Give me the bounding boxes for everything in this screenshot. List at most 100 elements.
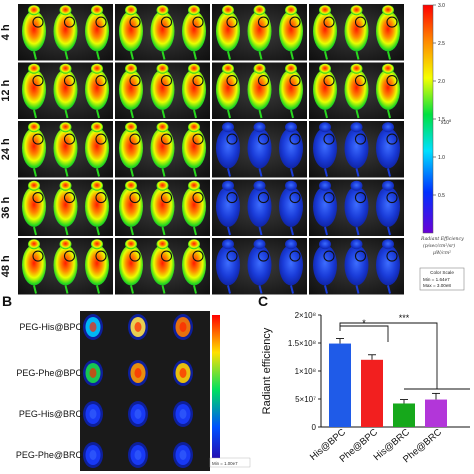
roi-circle — [192, 250, 204, 262]
panel-b-colorbar-min: Min = 1.00e7 — [212, 461, 238, 466]
mouse-image — [279, 239, 303, 294]
well-spot — [128, 360, 148, 386]
panel-c-chart: 0 5×10⁷ 1×10⁸ 1.5×10⁸ 2×10⁸ His@BPCPhe@BPCHi… — [261, 311, 470, 465]
roi-circle — [323, 133, 335, 145]
roi-circle — [257, 250, 270, 262]
well-spot — [173, 360, 193, 386]
mouse-image — [182, 239, 206, 294]
color-scale-max: Max = 3.00e8 — [423, 283, 451, 288]
roi-circle — [160, 133, 173, 145]
roi-circle — [32, 133, 44, 145]
panel-b-wells — [83, 314, 193, 468]
time-label: 48 h — [0, 255, 12, 277]
mouse-image — [85, 63, 109, 119]
mouse-image — [247, 180, 272, 236]
roi-circle — [95, 250, 107, 262]
mouse-image — [216, 122, 240, 177]
mouse-image — [279, 63, 303, 119]
roi-circle — [32, 75, 44, 87]
bar — [393, 403, 415, 427]
mouse-image — [313, 5, 337, 60]
panel-c-letter: C — [258, 293, 268, 309]
mouse-image — [376, 180, 400, 236]
mouse-image — [247, 239, 272, 294]
roi-circle — [129, 16, 141, 28]
roi-circle — [354, 133, 367, 145]
mouse-image — [53, 122, 78, 177]
roi-circle — [386, 192, 398, 204]
well-spot — [173, 442, 193, 468]
roi-circle — [386, 250, 398, 262]
time-label: 4 h — [0, 24, 12, 40]
mouse-image — [313, 239, 337, 294]
roi-circle — [354, 75, 367, 87]
y-axis-title: Radiant efficiency — [261, 327, 273, 414]
colorbar-tick-label: 1.5 — [438, 117, 445, 123]
significance-triple-star: *** — [399, 313, 410, 323]
well-spot — [173, 401, 193, 427]
row-label: PEG-Phe@BRC — [16, 450, 83, 460]
roi-circle — [192, 133, 204, 145]
mouse-image — [53, 239, 78, 294]
color-scale-box — [419, 267, 465, 291]
mouse-image — [376, 239, 400, 294]
colorbar-tick-label: 3.0 — [438, 3, 445, 9]
mouse-image — [344, 180, 369, 236]
mouse-image — [279, 122, 303, 177]
roi-circle — [63, 192, 76, 204]
y-tick-label: 0 — [312, 423, 317, 432]
y-tick-label: 1×10⁸ — [295, 367, 316, 376]
roi-circle — [95, 16, 107, 28]
mouse-image — [53, 63, 78, 119]
well-spot — [128, 442, 148, 468]
mouse-image — [182, 5, 206, 60]
mouse-image — [376, 122, 400, 177]
roi-circle — [226, 133, 238, 145]
roi-circle — [257, 16, 270, 28]
well-spot — [83, 401, 103, 427]
significance-bracket-star — [339, 325, 389, 342]
panel-b: PEG-His@BPC PEG-Phe@BPC PEG-His@BRC PEG-Phe… — [16, 311, 251, 471]
mouse-image — [119, 5, 143, 60]
roi-circle — [95, 133, 107, 145]
roi-circle — [323, 75, 335, 87]
mouse-image — [344, 5, 369, 60]
roi-circle — [289, 133, 301, 145]
mouse-image — [150, 239, 175, 294]
colorbar-exponent: x108 — [441, 119, 451, 126]
mouse-image — [247, 122, 272, 177]
mouse-image — [313, 122, 337, 177]
mouse-image — [119, 180, 143, 236]
colorbar-tick-label: 2.5 — [438, 41, 445, 47]
mouse-image — [344, 63, 369, 119]
colorbar-tick-label: 0.5 — [438, 193, 445, 199]
well-spot — [128, 314, 148, 340]
mouse-image — [53, 5, 78, 60]
colorbar-gradient — [422, 4, 434, 234]
roi-circle — [32, 250, 44, 262]
colorbar-tick-label: 2.0 — [438, 79, 445, 85]
mouse-image — [216, 180, 240, 236]
mouse-image — [247, 5, 272, 60]
color-scale-min: Min = 1.64e7 — [423, 277, 450, 282]
y-ticks: 0 5×10⁷ 1×10⁸ 1.5×10⁸ 2×10⁸ — [288, 311, 321, 432]
roi-circle — [129, 192, 141, 204]
roi-circle — [129, 250, 141, 262]
colorbar-unit-line-3: μW/cm² — [433, 250, 451, 256]
roi-circle — [32, 16, 44, 28]
colorbar-ticks: 3.0 2.5 2.0 1.5 1.0 0.5 — [433, 3, 445, 199]
panel-b-colorbar — [212, 315, 220, 465]
colorbar-unit-line-2: (p/sec/cm²/sr) — [423, 242, 455, 249]
roi-circle — [354, 192, 367, 204]
mouse-image — [279, 5, 303, 60]
roi-circle — [63, 250, 76, 262]
roi-circle — [160, 16, 173, 28]
roi-circle — [257, 192, 270, 204]
roi-circle — [160, 250, 173, 262]
bars — [329, 338, 447, 427]
roi-circle — [323, 16, 335, 28]
mouse-image — [119, 63, 143, 119]
colorbar-tick-label: 1.0 — [438, 155, 445, 161]
